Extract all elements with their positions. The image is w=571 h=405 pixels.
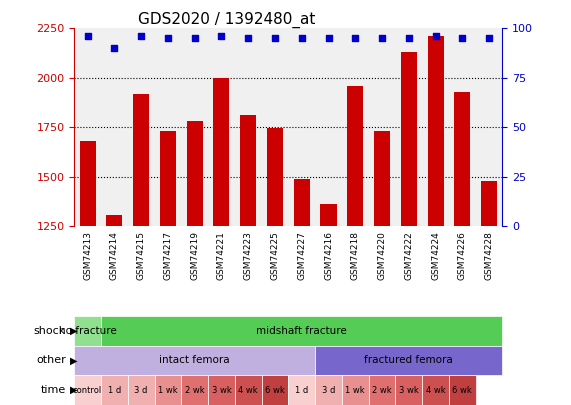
Point <box>271 35 280 41</box>
Point <box>431 33 440 40</box>
Point <box>110 45 119 51</box>
Text: control: control <box>73 386 102 394</box>
Text: GDS2020 / 1392480_at: GDS2020 / 1392480_at <box>138 12 316 28</box>
Point <box>136 33 146 40</box>
Point <box>217 33 226 40</box>
Point <box>163 35 172 41</box>
Text: other: other <box>36 356 66 365</box>
Bar <box>401 52 417 226</box>
Bar <box>293 179 309 226</box>
Point <box>190 35 199 41</box>
Bar <box>374 131 390 226</box>
Text: no fracture: no fracture <box>59 326 116 336</box>
Text: 2 wk: 2 wk <box>372 386 392 394</box>
Text: ▶: ▶ <box>70 326 77 336</box>
Bar <box>428 36 444 226</box>
Text: shock: shock <box>34 326 66 336</box>
Point <box>83 33 92 40</box>
Text: 1 wk: 1 wk <box>158 386 178 394</box>
Point <box>297 35 306 41</box>
Bar <box>240 115 256 226</box>
Bar <box>79 141 96 226</box>
Point <box>404 35 413 41</box>
Bar <box>133 94 149 226</box>
Bar <box>347 86 363 226</box>
Text: ▶: ▶ <box>70 385 77 395</box>
Text: midshaft fracture: midshaft fracture <box>256 326 347 336</box>
Point <box>458 35 467 41</box>
Text: time: time <box>41 385 66 395</box>
Text: 3 d: 3 d <box>134 386 148 394</box>
Point <box>377 35 387 41</box>
Text: 3 wk: 3 wk <box>212 386 231 394</box>
Text: 3 d: 3 d <box>322 386 335 394</box>
Bar <box>214 78 230 226</box>
Text: 3 wk: 3 wk <box>399 386 419 394</box>
Point <box>244 35 253 41</box>
Bar <box>160 131 176 226</box>
Bar <box>481 181 497 226</box>
Point <box>351 35 360 41</box>
Bar <box>267 128 283 226</box>
Text: 4 wk: 4 wk <box>239 386 258 394</box>
Bar <box>187 121 203 226</box>
Text: 1 wk: 1 wk <box>345 386 365 394</box>
Text: 6 wk: 6 wk <box>265 386 285 394</box>
Text: intact femora: intact femora <box>159 356 230 365</box>
Text: 6 wk: 6 wk <box>452 386 472 394</box>
Text: 4 wk: 4 wk <box>426 386 445 394</box>
Text: 1 d: 1 d <box>108 386 121 394</box>
Text: 1 d: 1 d <box>295 386 308 394</box>
Bar <box>320 204 336 226</box>
Text: fractured femora: fractured femora <box>364 356 453 365</box>
Text: ▶: ▶ <box>70 356 77 365</box>
Text: 2 wk: 2 wk <box>185 386 204 394</box>
Bar <box>106 215 122 226</box>
Point <box>485 35 494 41</box>
Point <box>324 35 333 41</box>
Bar <box>455 92 471 226</box>
